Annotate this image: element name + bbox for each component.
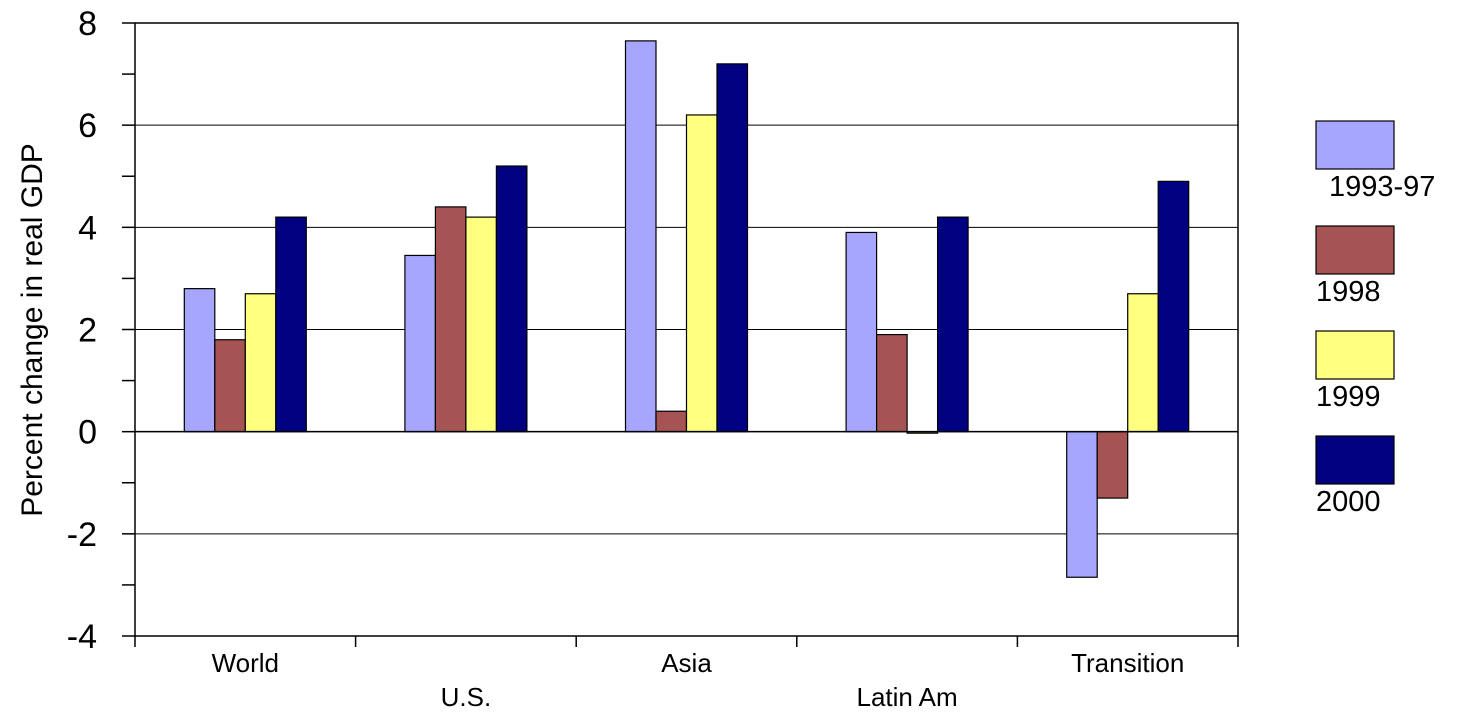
legend-swatch — [1315, 330, 1395, 380]
legend: 1993-97 1998 1999 2000 — [1315, 120, 1435, 518]
bar-1993-97-world — [183, 288, 216, 433]
bars — [183, 40, 1190, 578]
x-tick-label: Transition — [1071, 648, 1184, 678]
legend-label: 1999 — [1316, 381, 1381, 413]
bar-1998-world — [214, 339, 246, 433]
axes — [122, 22, 1239, 647]
bar-1998-latin-am — [875, 334, 908, 433]
legend-label: 1993-97 — [1329, 171, 1435, 203]
bar-2000-transition — [1157, 180, 1190, 433]
bar-1999-world — [244, 293, 277, 433]
legend-swatch — [1315, 120, 1395, 170]
bar-1993-97-transition — [1066, 431, 1098, 578]
y-tick-label: 0 — [78, 414, 97, 452]
x-tick-label: U.S. — [441, 682, 492, 712]
legend-label: 2000 — [1316, 486, 1381, 518]
bar-1999-u-s- — [465, 216, 497, 433]
x-tick-label: Latin Am — [857, 682, 958, 712]
y-tick-label: 6 — [78, 107, 97, 145]
bar-1999-asia — [685, 114, 718, 433]
bar-2000-world — [275, 216, 307, 433]
y-tick-label: -4 — [67, 618, 97, 656]
bar-1998-u-s- — [434, 206, 467, 433]
x-tick-labels: World U.S. Asia Latin Am Transition — [212, 648, 1185, 712]
bar-1993-97-asia — [624, 40, 657, 433]
y-tick-label: 8 — [78, 5, 97, 43]
bar-2000-latin-am — [936, 216, 969, 433]
bar-1993-97-u-s- — [404, 254, 436, 433]
bar-2000-u-s- — [495, 165, 528, 433]
x-tick-label: Asia — [661, 648, 712, 678]
legend-label: 1998 — [1316, 276, 1381, 308]
bar-1998-asia — [655, 410, 688, 433]
y-tick-label: -2 — [67, 516, 97, 554]
bar-1999-transition — [1127, 293, 1159, 433]
legend-swatch — [1315, 435, 1395, 485]
y-tick-label: 2 — [78, 312, 97, 350]
bar-2000-asia — [716, 63, 749, 433]
bar-1993-97-latin-am — [845, 231, 878, 433]
y-axis-title: Percent change in real GDP — [16, 143, 49, 517]
y-tick-label: 4 — [78, 209, 97, 247]
bar-1998-transition — [1096, 431, 1129, 499]
x-tick-label: World — [212, 648, 279, 678]
y-tick-labels: -4 -2 0 2 4 6 8 — [67, 5, 97, 656]
legend-swatch — [1315, 225, 1395, 275]
